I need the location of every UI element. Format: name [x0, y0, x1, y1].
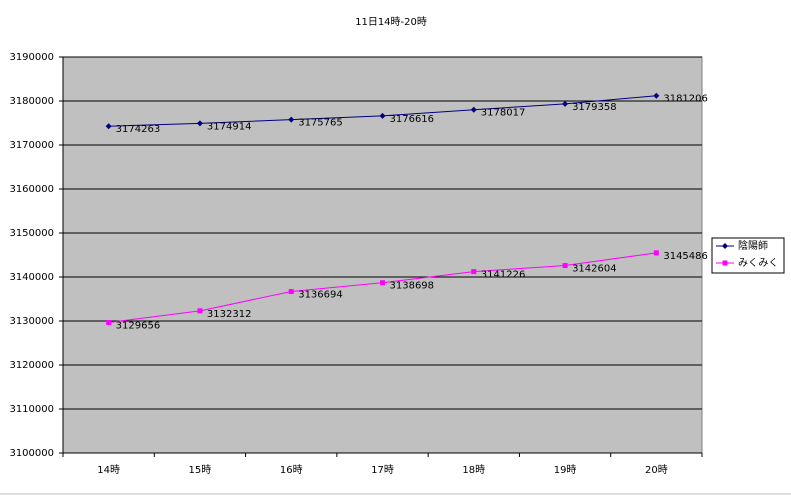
y-tick-label: 3170000 [9, 140, 54, 151]
data-point [380, 280, 385, 286]
data-point [562, 100, 569, 107]
data-point [562, 263, 568, 269]
data-point [288, 289, 294, 295]
y-tick-label: 3180000 [9, 96, 54, 107]
x-tick-label: 18時 [462, 464, 485, 476]
y-tick-label: 3110000 [9, 404, 54, 415]
data-label: 3176616 [390, 114, 435, 125]
data-point [105, 123, 112, 130]
data-point [470, 106, 477, 113]
data-point [653, 250, 659, 256]
chart-title: 11日14時-20時 [355, 16, 427, 28]
data-label: 3174263 [116, 124, 161, 135]
data-label: 3136694 [298, 290, 343, 301]
data-point [379, 112, 386, 119]
data-label: 3178017 [481, 108, 526, 119]
legend-label: みくみく [738, 258, 778, 269]
y-tick-label: 3120000 [9, 360, 54, 371]
y-tick-label: 3100000 [9, 448, 54, 459]
legend [711, 237, 785, 274]
x-tick-label: 15時 [189, 464, 212, 476]
data-label: 3181206 [663, 94, 708, 105]
x-tick-label: 16時 [280, 464, 303, 476]
data-label: 3174914 [207, 121, 252, 132]
data-point [288, 116, 295, 123]
y-tick-label: 3140000 [9, 272, 54, 283]
data-point [471, 269, 477, 275]
plot-area [62, 56, 703, 454]
legend-label: 陰陽師 [738, 239, 768, 252]
x-tick-label: 14時 [97, 464, 120, 476]
data-label: 3179358 [572, 102, 617, 113]
data-point [196, 120, 203, 127]
legend-marker [722, 260, 728, 266]
x-tick-label: 19時 [554, 464, 577, 476]
data-label: 3175765 [298, 118, 343, 129]
data-label: 3141226 [481, 270, 526, 281]
x-tick-label: 20時 [645, 464, 668, 476]
data-label: 3129656 [116, 321, 161, 332]
data-label: 3142604 [572, 264, 617, 275]
y-tick-label: 3190000 [9, 52, 54, 63]
y-tick-label: 3150000 [9, 228, 54, 239]
data-point [653, 92, 660, 99]
data-label: 3132312 [207, 309, 252, 320]
data-label: 3138698 [390, 281, 435, 292]
x-tick-label: 17時 [371, 464, 394, 476]
data-point [106, 320, 112, 326]
data-point [197, 308, 203, 314]
y-tick-label: 3160000 [9, 184, 54, 195]
data-label: 3145486 [663, 251, 708, 262]
legend-marker [722, 243, 728, 249]
y-tick-label: 3130000 [9, 316, 54, 327]
